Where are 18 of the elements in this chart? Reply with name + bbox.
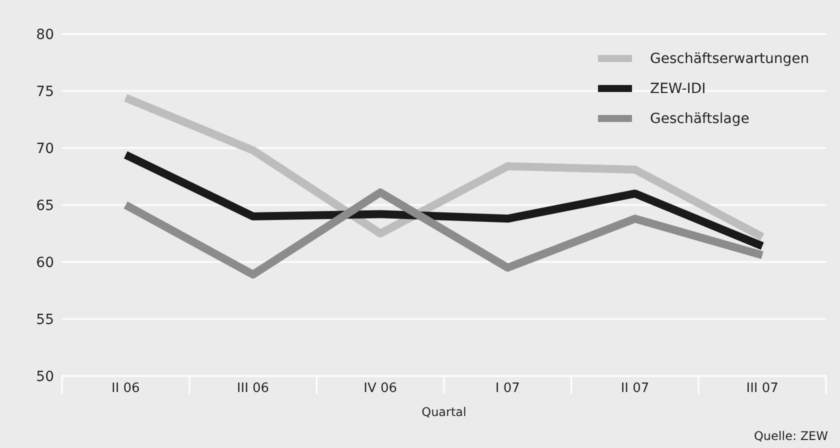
x-tick-label: II 06 (111, 381, 140, 396)
legend-label: ZEW-IDI (650, 80, 706, 97)
legend-label: Geschäftslage (650, 110, 750, 127)
x-tick-label: II 07 (620, 381, 650, 396)
x-tick-label: I 07 (495, 381, 520, 396)
y-tick-label: 55 (36, 312, 54, 328)
source-note: Quelle: ZEW (754, 429, 828, 443)
x-axis-title: Quartal (422, 405, 466, 419)
y-tick-label: 50 (36, 368, 54, 385)
x-tick-label: III 06 (236, 381, 270, 396)
y-tick-label: 60 (36, 254, 54, 271)
y-tick-label: 70 (36, 140, 54, 157)
y-tick-label: 75 (36, 84, 54, 100)
x-tick-label: III 07 (746, 381, 778, 396)
x-tick-label: IV 06 (364, 381, 398, 396)
y-tick-label: 65 (36, 198, 54, 214)
y-tick-label: 80 (36, 26, 54, 43)
legend-label: Geschäftserwartungen (650, 50, 810, 67)
